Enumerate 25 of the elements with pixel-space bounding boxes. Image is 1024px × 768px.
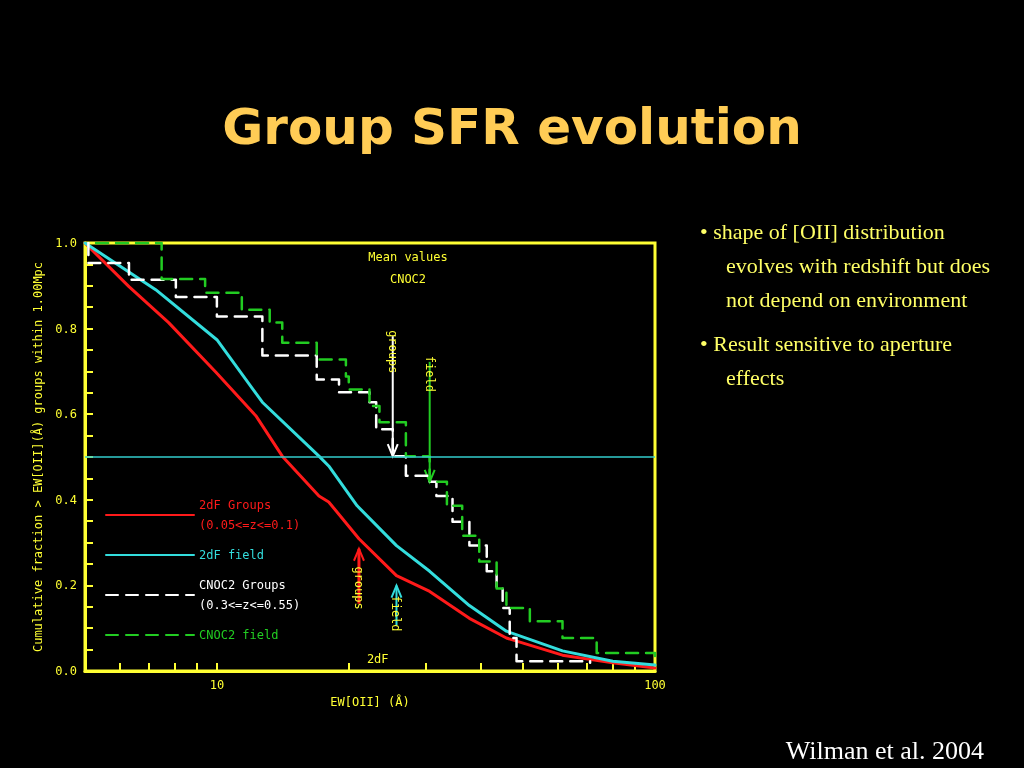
text: CNOC2 field — [199, 628, 279, 642]
x-axis-title: EW[OII] (Å) — [330, 694, 410, 709]
annotation: groups — [385, 330, 400, 374]
x-tick-label: 100 — [644, 678, 666, 692]
text: • Result sensitive to aperture effects — [700, 330, 954, 392]
y-axis-title: Cumulative fraction > EW[OII](Å) groups within 1.00Mpc — [30, 261, 46, 653]
annotation: 2dF — [366, 652, 389, 666]
annotation: groups — [351, 566, 366, 610]
annotation: Mean values — [368, 250, 448, 264]
text: Wilman et al. 2004 — [785, 736, 984, 766]
y-tick-label: 1.0 — [55, 236, 77, 250]
text: • shape of [OII] distribution evolves with redshift but does not depend on environment — [700, 218, 991, 314]
y-tick-label: 0.2 — [55, 578, 77, 593]
y-tick-label: 0.6 — [55, 407, 77, 422]
x-tick-label: 10 — [209, 678, 225, 692]
text: 2dF field — [199, 548, 265, 562]
chart-title: Group SFR evolution — [221, 98, 803, 156]
text: CNOC2 Groups (0.3<=z<=0.55) — [199, 578, 301, 612]
annotation: CNOC2 — [389, 272, 427, 286]
y-tick-label: 0.8 — [55, 321, 77, 336]
series-label: 2dF Groups (0.05<=z<=0.1) — [199, 498, 301, 532]
y-tick-label: 0.4 — [55, 492, 77, 507]
annotation: field — [389, 595, 404, 632]
y-tick-label: 0.0 — [55, 664, 77, 678]
annotation: field — [422, 355, 437, 392]
